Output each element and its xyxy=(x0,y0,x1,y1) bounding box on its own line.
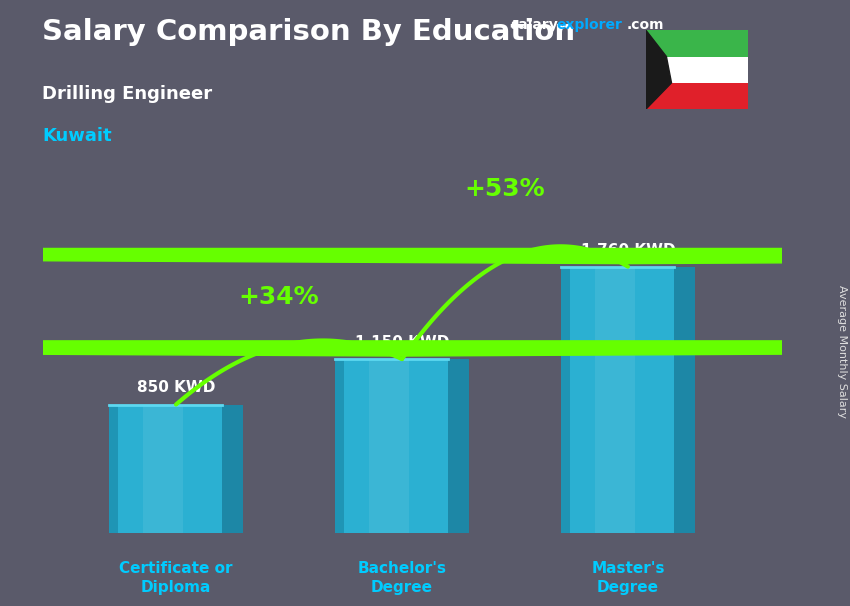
Bar xyxy=(335,359,344,533)
Text: Kuwait: Kuwait xyxy=(42,127,112,145)
Text: 850 KWD: 850 KWD xyxy=(137,381,215,395)
Text: .com: .com xyxy=(626,18,664,32)
Text: Drilling Engineer: Drilling Engineer xyxy=(42,85,212,103)
Bar xyxy=(143,405,183,533)
Text: +53%: +53% xyxy=(464,178,545,201)
Bar xyxy=(595,267,635,533)
Polygon shape xyxy=(646,30,672,109)
Text: 1,150 KWD: 1,150 KWD xyxy=(354,335,449,350)
Bar xyxy=(561,267,570,533)
Text: Bachelor's
Degree: Bachelor's Degree xyxy=(358,561,446,595)
Text: Certificate or
Diploma: Certificate or Diploma xyxy=(119,561,233,595)
Text: Master's
Degree: Master's Degree xyxy=(592,561,665,595)
Text: explorer: explorer xyxy=(557,18,622,32)
Polygon shape xyxy=(0,248,850,264)
Polygon shape xyxy=(0,341,850,356)
Bar xyxy=(646,83,748,109)
Text: salary: salary xyxy=(510,18,558,32)
Bar xyxy=(110,405,118,533)
Bar xyxy=(335,359,448,533)
Bar xyxy=(110,405,222,533)
Bar xyxy=(561,267,674,533)
Text: Average Monthly Salary: Average Monthly Salary xyxy=(837,285,847,418)
Bar xyxy=(646,30,748,56)
Polygon shape xyxy=(448,359,468,533)
Polygon shape xyxy=(222,405,243,533)
Text: Salary Comparison By Education: Salary Comparison By Education xyxy=(42,18,575,46)
Text: +34%: +34% xyxy=(238,285,319,309)
Text: 1,760 KWD: 1,760 KWD xyxy=(581,242,675,258)
Bar xyxy=(646,56,748,83)
Bar xyxy=(369,359,409,533)
Polygon shape xyxy=(674,267,694,533)
